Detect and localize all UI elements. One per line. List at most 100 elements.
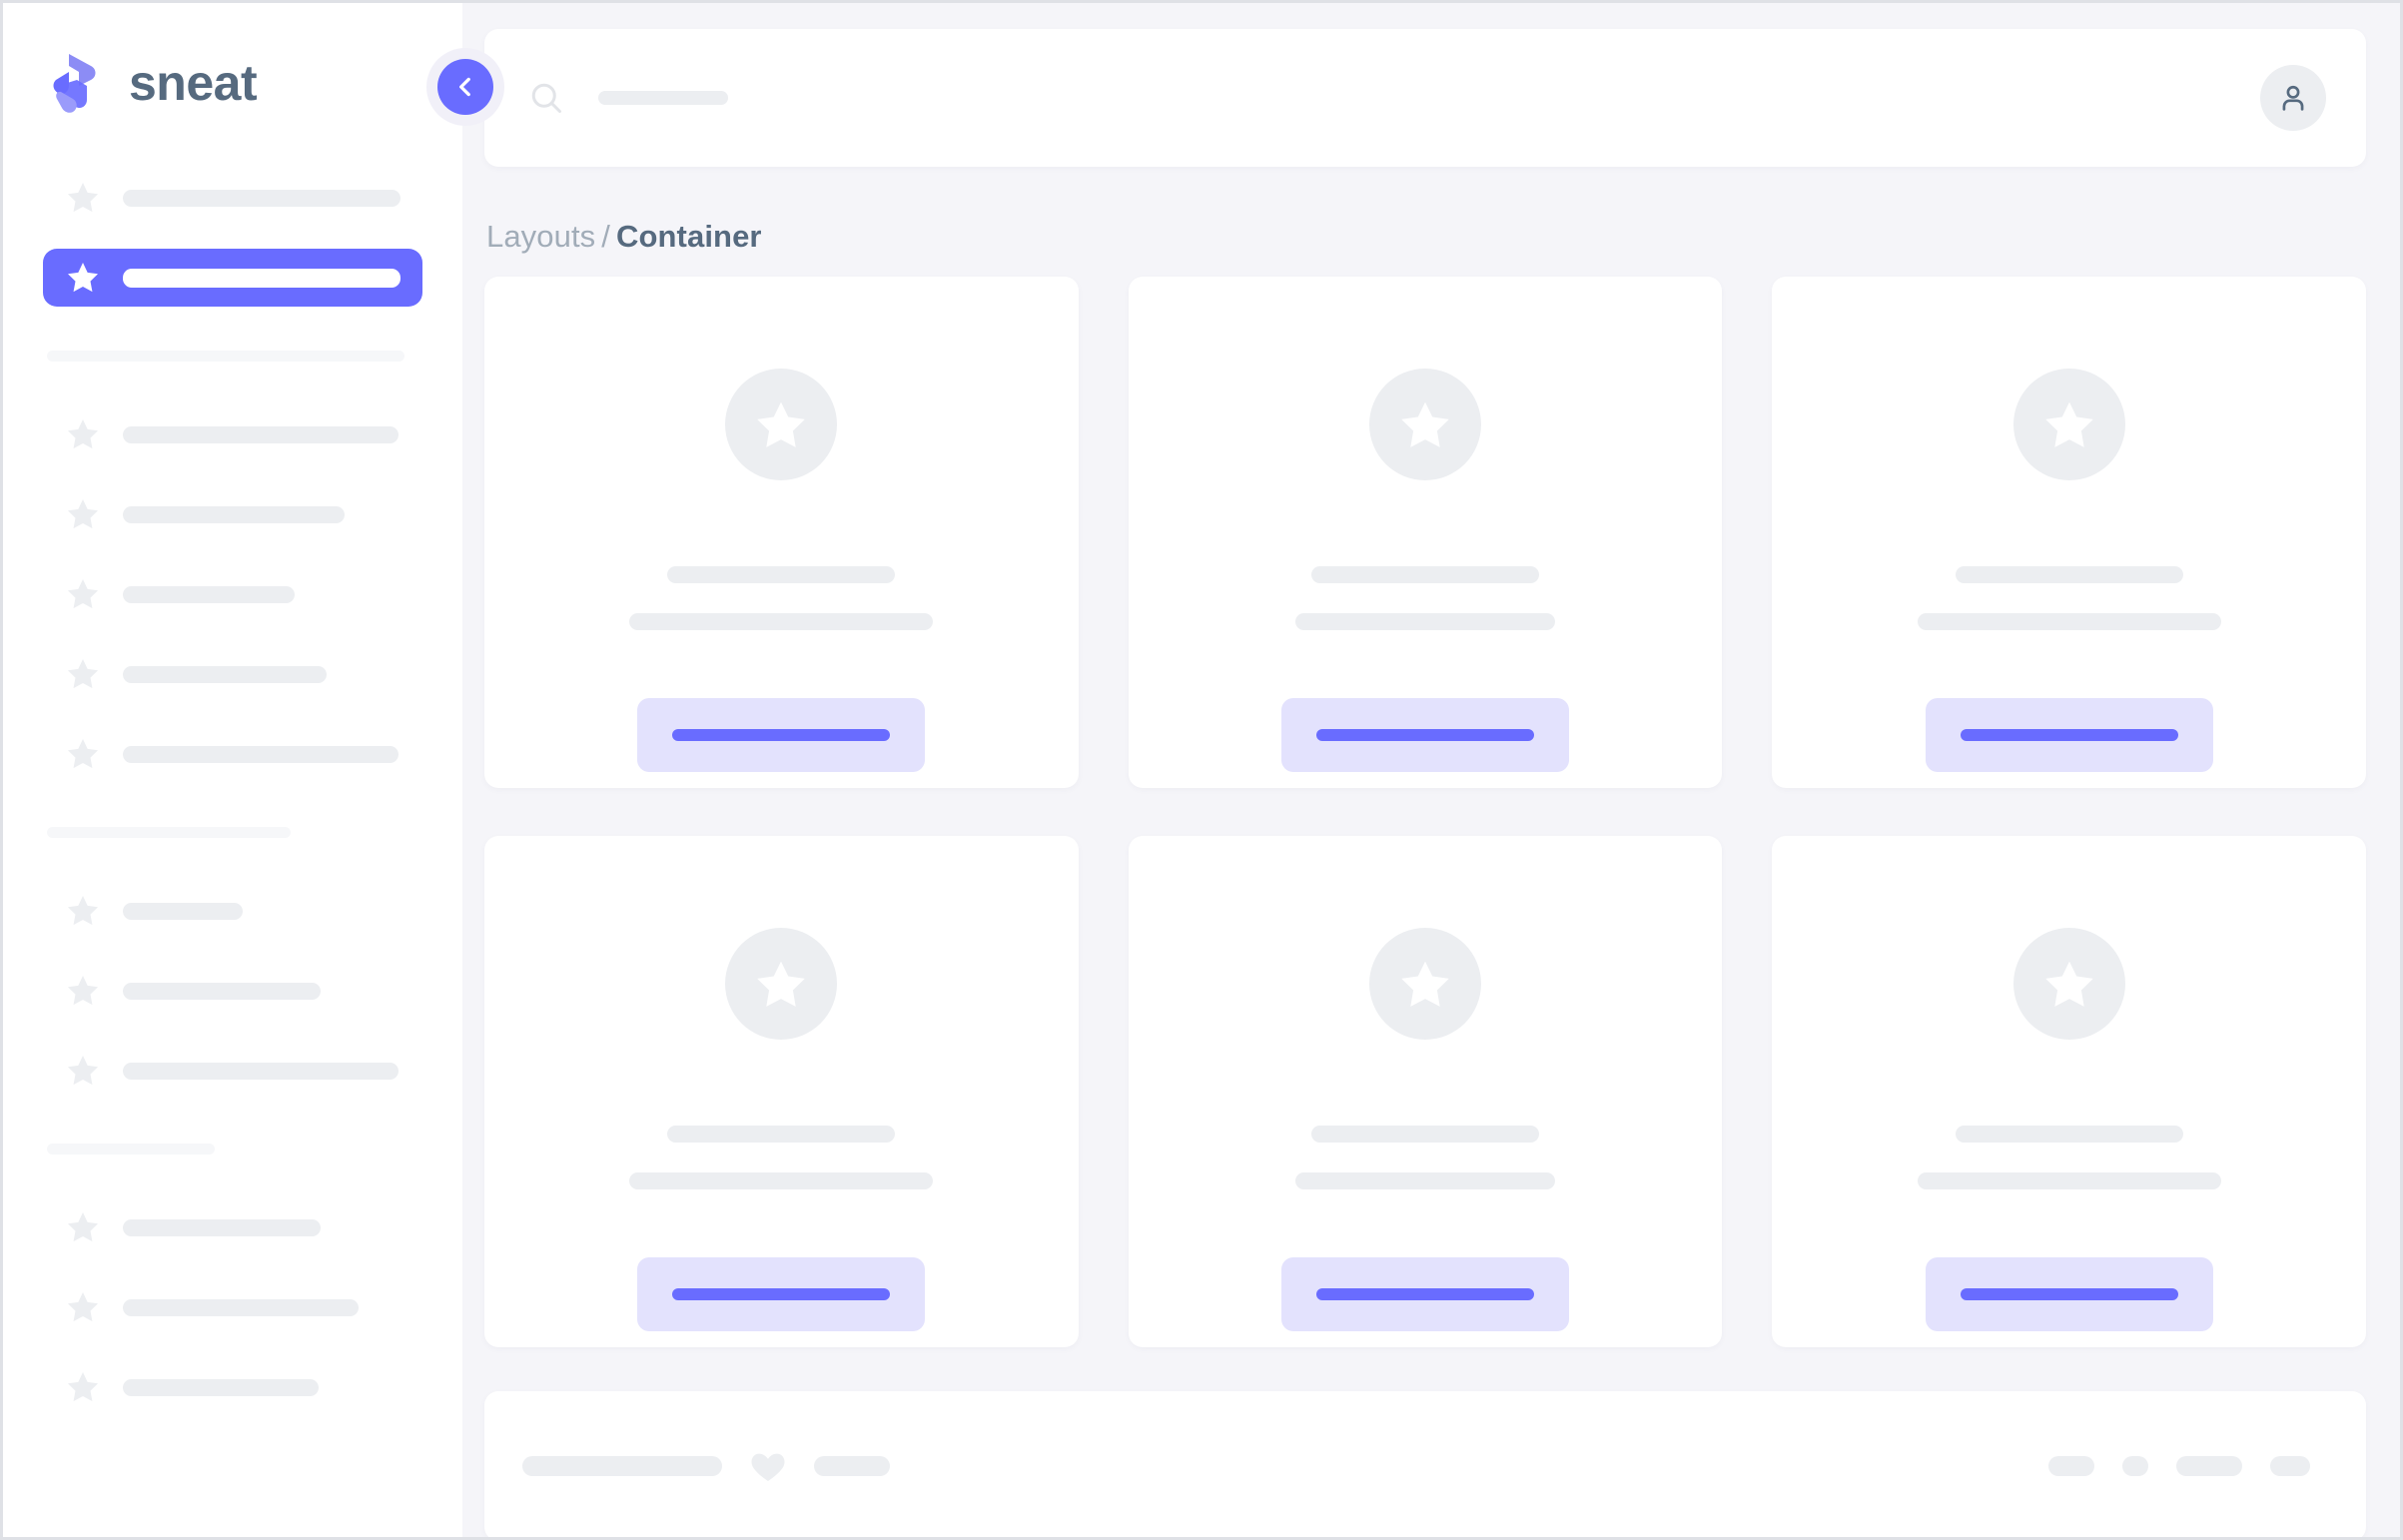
sidebar-item-1-active[interactable] [43,249,422,307]
breadcrumb-current: Container [616,219,762,254]
card-action-button-label [672,729,891,741]
star-icon [65,260,101,296]
sidebar-item-label-5 [123,665,327,683]
sidebar-item-0[interactable] [43,169,422,227]
sidebar-item-8[interactable] [43,962,422,1020]
card-grid [484,277,2366,1347]
sidebar-item-7[interactable] [43,882,422,940]
card-action-button-label [1960,1288,2178,1300]
card-action-button-label [672,1288,891,1300]
search-input[interactable] [598,91,728,105]
card-subtitle [1917,613,2221,630]
card-action-button-label [1315,1288,1534,1300]
card [1772,836,2366,1347]
footer-link-3[interactable] [2270,1456,2310,1476]
card-action-button-label [1960,729,2178,741]
main-content: Layouts / Container [462,3,2400,1537]
heart-icon [748,1446,788,1486]
star-icon [65,1369,101,1405]
card-title [1955,1126,2183,1143]
brand[interactable]: sneat [43,3,422,163]
star-icon [65,736,101,772]
sidebar-item-5[interactable] [43,645,422,703]
sidebar-item-label-3 [123,505,345,523]
footer-links-group [2048,1456,2310,1476]
breadcrumb-parent[interactable]: Layouts [486,219,596,254]
sidebar-item-label-9 [123,1062,399,1080]
star-icon [65,1289,101,1325]
sidebar-item-label-1 [123,268,400,288]
card-action-button[interactable] [1280,698,1569,772]
sidebar-collapse-button[interactable] [437,59,493,115]
card-avatar [1368,928,1481,1040]
sidebar-item-6[interactable] [43,725,422,783]
footer-bar [484,1391,2366,1537]
card-subtitle [1294,613,1555,630]
sidebar-item-10[interactable] [43,1198,422,1256]
card-action-button[interactable] [1925,698,2213,772]
star-icon [65,180,101,216]
card-subtitle [629,1172,934,1189]
footer-author-skeleton [814,1456,890,1476]
card-action-button[interactable] [1280,1257,1569,1331]
sidebar-item-label-12 [123,1378,319,1396]
star-icon [65,1053,101,1089]
star-icon [65,893,101,929]
card-title [1310,566,1539,583]
sidebar-item-label-10 [123,1218,321,1236]
card [484,836,1079,1347]
card-action-button[interactable] [637,1257,926,1331]
star-icon [1397,956,1453,1012]
card [484,277,1079,788]
card-title [667,1126,896,1143]
sidebar-divider-3 [47,1144,215,1155]
star-icon [753,396,809,452]
card-avatar [725,928,838,1040]
search-bar[interactable] [484,29,2366,167]
sidebar-item-label-0 [123,189,400,207]
card [1128,277,1723,788]
footer-text-skeleton [522,1456,722,1476]
sidebar-item-label-6 [123,745,399,763]
card-avatar [2012,928,2125,1040]
star-icon [65,1209,101,1245]
footer-left-group [522,1446,890,1486]
card-title [1310,1126,1539,1143]
sidebar-item-11[interactable] [43,1278,422,1336]
footer-link-1[interactable] [2122,1456,2148,1476]
card [1772,277,2366,788]
card-subtitle [1294,1172,1555,1189]
card-action-button[interactable] [1925,1257,2213,1331]
star-icon [65,576,101,612]
sidebar-item-label-4 [123,585,295,603]
sidebar-item-12[interactable] [43,1358,422,1416]
star-icon [2041,396,2097,452]
footer-link-0[interactable] [2048,1456,2094,1476]
card-subtitle [629,613,934,630]
star-icon [65,656,101,692]
avatar[interactable] [2260,65,2326,131]
card-title [1955,566,2183,583]
sidebar-item-label-11 [123,1298,359,1316]
card-avatar [725,369,838,480]
footer-link-2[interactable] [2176,1456,2242,1476]
star-icon [1397,396,1453,452]
sidebar-item-label-2 [123,425,399,443]
sidebar-item-2[interactable] [43,405,422,463]
star-icon [65,973,101,1009]
sidebar-item-label-8 [123,982,321,1000]
card-avatar [2012,369,2125,480]
sidebar-item-3[interactable] [43,485,422,543]
sidebar-item-9[interactable] [43,1042,422,1100]
card-action-button[interactable] [637,698,926,772]
breadcrumb: Layouts / Container [486,219,2366,255]
sidebar-item-4[interactable] [43,565,422,623]
user-icon [2276,81,2310,115]
card [1128,836,1723,1347]
card-action-button-label [1315,729,1534,741]
star-icon [65,496,101,532]
card-avatar [1368,369,1481,480]
sidebar-item-label-7 [123,902,243,920]
sidebar-nav [43,169,422,1416]
